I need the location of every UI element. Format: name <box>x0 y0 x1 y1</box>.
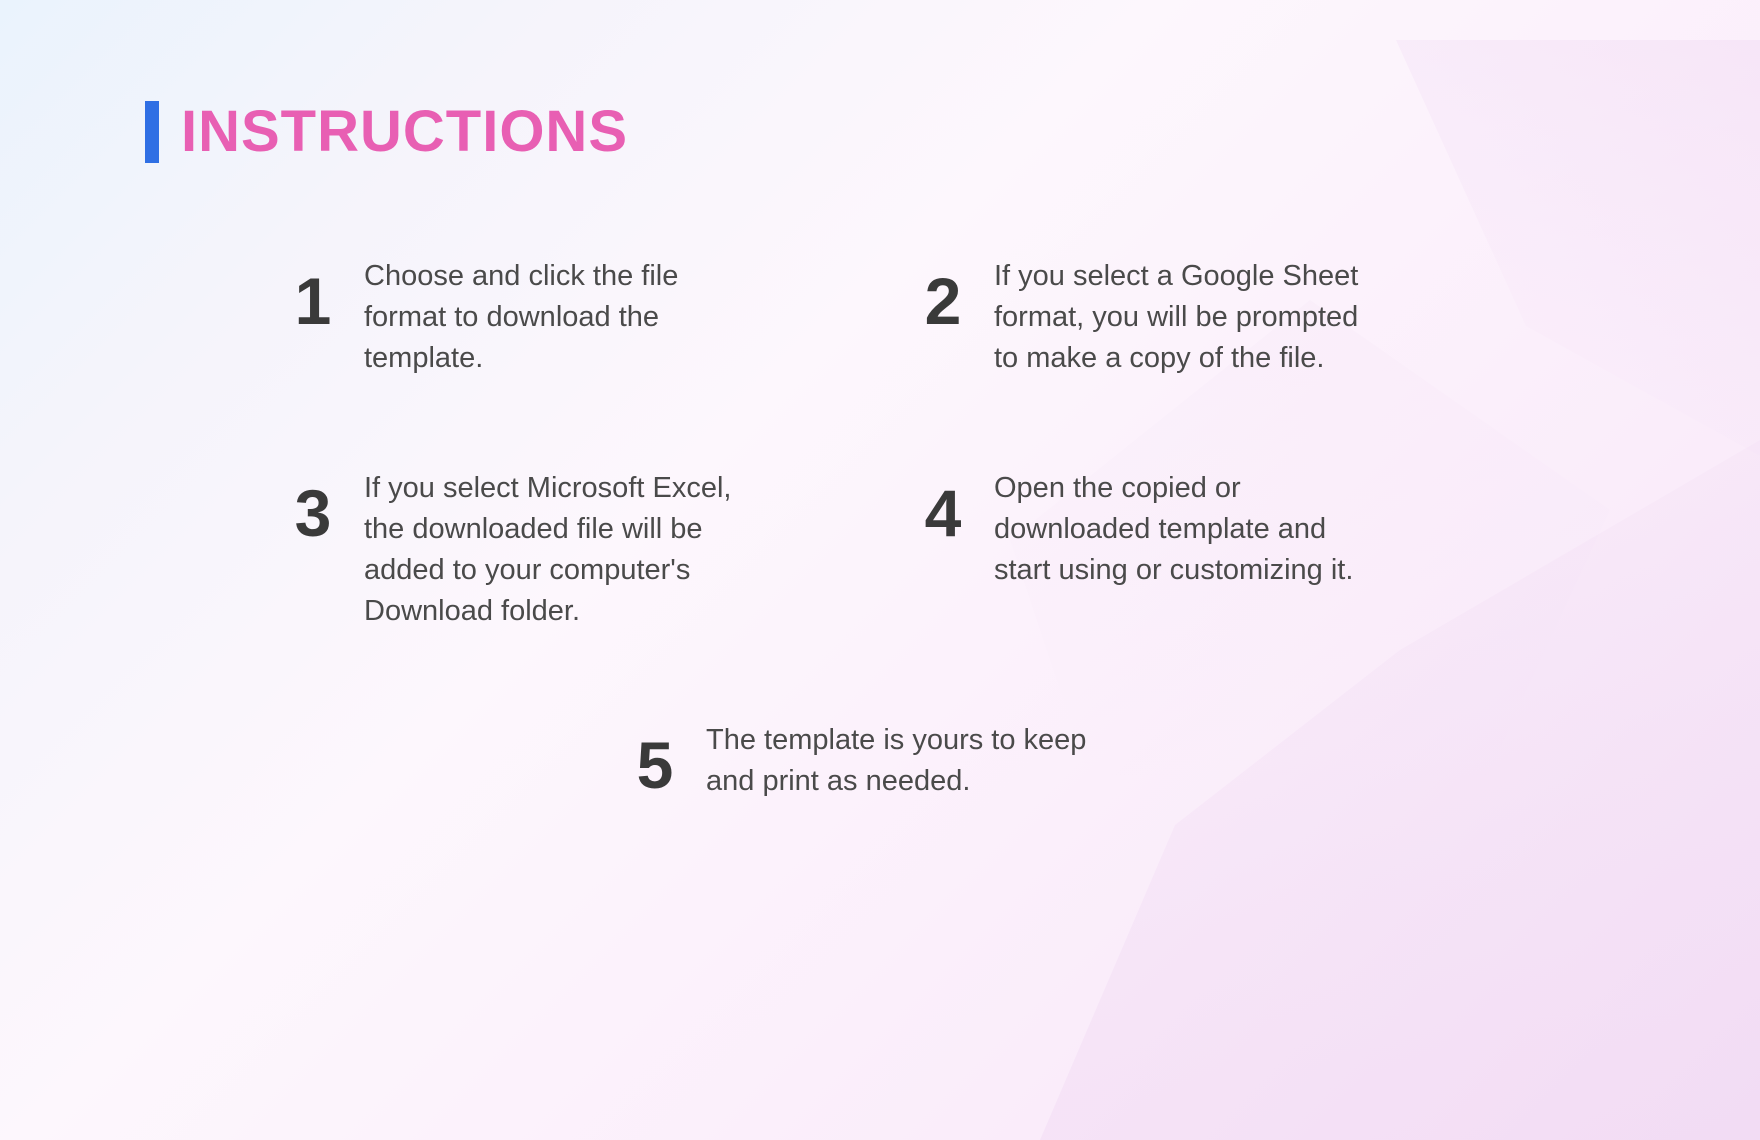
step-item: 3 If you select Microsoft Excel, the dow… <box>270 468 800 633</box>
step-number: 5 <box>612 720 698 798</box>
step-text: Choose and click the file format to down… <box>356 256 756 380</box>
step-item: 2 If you select a Google Sheet format, y… <box>900 256 1430 380</box>
steps-container: 1 Choose and click the file format to do… <box>270 256 1430 891</box>
step-text: The template is yours to keep and print … <box>698 720 1088 802</box>
title-block: INSTRUCTIONS <box>145 98 628 165</box>
step-item: 1 Choose and click the file format to do… <box>270 256 800 380</box>
step-text: If you select a Google Sheet format, you… <box>986 256 1386 380</box>
step-number: 1 <box>270 256 356 334</box>
steps-row: 3 If you select Microsoft Excel, the dow… <box>270 468 1430 633</box>
page-title: INSTRUCTIONS <box>181 98 628 165</box>
step-number: 4 <box>900 468 986 546</box>
step-text: Open the copied or downloaded template a… <box>986 468 1386 592</box>
step-item: 4 Open the copied or downloaded template… <box>900 468 1430 633</box>
step-number: 2 <box>900 256 986 334</box>
step-number: 3 <box>270 468 356 546</box>
steps-row: 1 Choose and click the file format to do… <box>270 256 1430 380</box>
title-accent-bar <box>145 101 159 163</box>
step-item: 5 The template is yours to keep and prin… <box>612 720 1088 802</box>
step-text: If you select Microsoft Excel, the downl… <box>356 468 756 633</box>
steps-row: 5 The template is yours to keep and prin… <box>270 720 1430 802</box>
instructions-slide: INSTRUCTIONS 1 Choose and click the file… <box>0 0 1760 1140</box>
